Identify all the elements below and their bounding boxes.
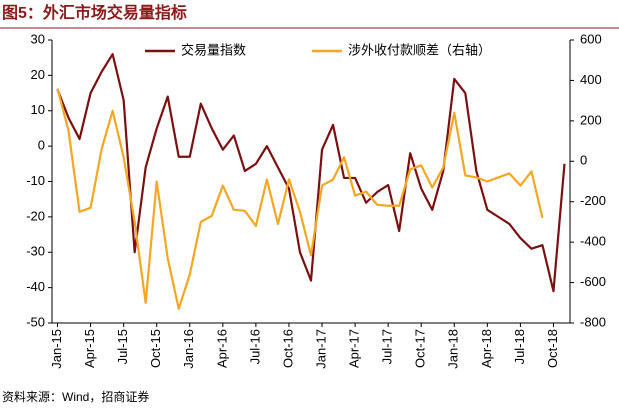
x-tick-label: Apr-18 [479,329,494,368]
y2-tick-label: -200 [580,193,606,208]
legend-label: 涉外收付款顺差（右轴） [348,42,491,57]
y2-tick-label: 400 [580,72,602,87]
y-tick-label: -10 [26,173,45,188]
legend-label: 交易量指数 [181,42,246,57]
x-tick-label: Oct-18 [545,329,560,368]
x-tick-label: Jan-16 [181,329,196,369]
y-tick-label: 30 [31,31,45,46]
y2-tick-label: 200 [580,112,602,127]
y-tick-label: 0 [38,138,45,153]
x-tick-label: Oct-17 [413,329,428,368]
x-tick-label: Oct-16 [280,329,295,368]
y2-tick-label: -800 [580,314,606,329]
y-tick-label: -40 [26,279,45,294]
x-tick-label: Apr-17 [347,329,362,368]
x-tick-label: Jan-15 [49,329,64,369]
source: 资料来源：Wind，招商证券 [2,389,149,404]
y-tick-label: 10 [31,102,45,117]
chart-title: 图5：外汇市场交易量指标 [2,3,187,22]
y-tick-label: 20 [31,67,45,82]
x-tick-label: Jan-18 [446,329,461,369]
x-tick-label: Oct-15 [148,329,163,368]
x-tick-label: Jan-17 [313,329,328,369]
y-tick-label: -50 [26,314,45,329]
x-tick-label: Jul-15 [115,329,130,364]
x-tick-label: Jul-16 [247,329,262,364]
y-tick-label: -20 [26,208,45,223]
x-tick-label: Apr-15 [82,329,97,368]
series-line [56,53,566,293]
y2-tick-label: 600 [580,31,602,46]
x-tick-label: Apr-16 [214,329,229,368]
y2-tick-label: -600 [580,274,606,289]
y2-tick-label: 0 [580,153,587,168]
x-tick-label: Jul-18 [512,329,527,364]
y2-tick-label: -400 [580,234,606,249]
x-tick-label: Jul-17 [380,329,395,364]
y-tick-label: -30 [26,244,45,259]
series-line [56,88,544,310]
